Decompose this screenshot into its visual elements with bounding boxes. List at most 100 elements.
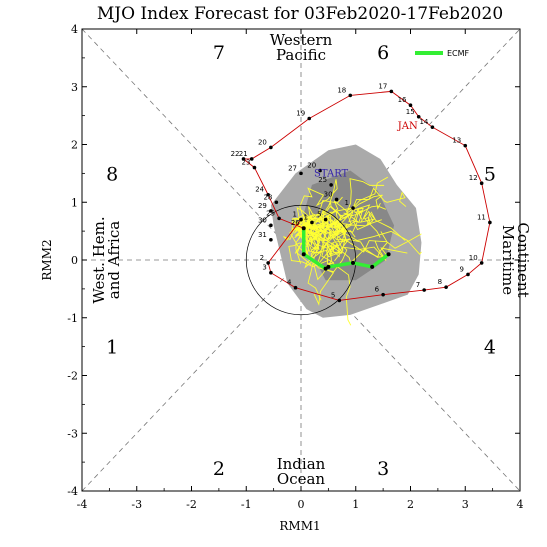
day-label: 11 bbox=[477, 213, 486, 221]
x-tick-label: 4 bbox=[517, 498, 524, 511]
day-label: 21 bbox=[239, 150, 248, 158]
observed-point bbox=[299, 171, 303, 176]
day-label: 13 bbox=[452, 137, 461, 145]
ensemble-member-line bbox=[303, 178, 385, 240]
observed-point bbox=[488, 220, 492, 225]
day-label: 24 bbox=[255, 186, 264, 194]
observed-point bbox=[318, 168, 322, 173]
ensemble-member-line bbox=[289, 227, 387, 273]
day-label: 20 bbox=[307, 161, 316, 169]
day-label: 16 bbox=[398, 96, 407, 104]
observed-point bbox=[241, 157, 246, 161]
chart-title: MJO Index Forecast for 03Feb2020-17Feb20… bbox=[97, 4, 503, 24]
observed-point bbox=[351, 206, 355, 210]
day-label: 22 bbox=[231, 150, 240, 158]
day-label: 18 bbox=[337, 86, 346, 94]
phase-label: 2 bbox=[213, 458, 225, 480]
region-label-top: Western bbox=[270, 31, 333, 49]
observed-point bbox=[430, 125, 435, 129]
y-tick-label: 3 bbox=[71, 81, 78, 94]
y-tick-label: 1 bbox=[71, 196, 78, 209]
observed-point bbox=[479, 261, 484, 265]
day-label: 19 bbox=[296, 110, 305, 118]
observed-point bbox=[252, 165, 257, 170]
month-label: JAN bbox=[397, 121, 418, 132]
phase-label: 8 bbox=[106, 163, 118, 185]
ensemble-member-line bbox=[303, 227, 335, 306]
day-label: 1 bbox=[293, 211, 297, 219]
day-label: 1 bbox=[303, 213, 307, 221]
y-tick-label: -4 bbox=[67, 485, 78, 498]
ensemble-member-line bbox=[288, 217, 329, 268]
phase-label: 5 bbox=[484, 163, 496, 185]
observed-point bbox=[466, 272, 470, 277]
day-label: 25 bbox=[318, 176, 327, 184]
observed-point bbox=[334, 197, 339, 202]
forecast-point bbox=[386, 252, 391, 257]
observed-point bbox=[323, 217, 328, 222]
day-label: 26 bbox=[291, 219, 300, 227]
observed-point bbox=[293, 285, 298, 290]
forecast-point bbox=[301, 252, 306, 257]
day-label: 15 bbox=[406, 108, 415, 116]
observed-point bbox=[422, 288, 426, 292]
day-label: 5 bbox=[317, 211, 321, 219]
observed-point bbox=[299, 217, 303, 222]
region-label-right: Continent bbox=[514, 222, 532, 297]
observed-point bbox=[266, 261, 270, 265]
forecast-point bbox=[326, 264, 331, 269]
x-axis-label: RMM1 bbox=[279, 519, 320, 533]
observed-point bbox=[266, 192, 270, 197]
phase-label: 7 bbox=[213, 42, 225, 64]
day-label: 7 bbox=[416, 281, 420, 289]
observed-point bbox=[249, 157, 254, 161]
y-axis-label: RMM2 bbox=[40, 239, 54, 280]
day-label: 25 bbox=[266, 209, 275, 217]
phase-label: 4 bbox=[484, 337, 496, 359]
day-label: 12 bbox=[469, 174, 478, 182]
x-tick-label: -3 bbox=[131, 498, 142, 511]
forecast-point bbox=[351, 260, 356, 265]
observed-point bbox=[479, 181, 484, 185]
observed-point bbox=[269, 223, 273, 228]
y-tick-label: -1 bbox=[67, 312, 78, 325]
x-tick-label: 3 bbox=[462, 498, 469, 511]
observed-point bbox=[337, 298, 342, 303]
day-label: 8 bbox=[438, 278, 442, 286]
day-label: 29 bbox=[258, 202, 267, 210]
observed-point bbox=[277, 216, 281, 221]
legend-ecmf-label: ECMF bbox=[447, 49, 470, 58]
day-label: 1 bbox=[345, 199, 349, 207]
region-label-left: and Africa bbox=[105, 221, 123, 299]
day-label: 3 bbox=[262, 264, 266, 272]
forecast-point bbox=[370, 264, 375, 269]
observed-point bbox=[463, 143, 468, 148]
y-tick-label: 0 bbox=[71, 254, 78, 267]
ensemble-member-line bbox=[303, 227, 350, 281]
day-label: 27 bbox=[288, 164, 297, 172]
region-label-top: Pacific bbox=[276, 46, 326, 64]
phase-label: 6 bbox=[377, 42, 389, 64]
x-tick-label: 2 bbox=[407, 498, 414, 511]
y-tick-label: 4 bbox=[71, 23, 78, 36]
ensemble-member-line bbox=[303, 225, 408, 258]
y-tick-label: -3 bbox=[67, 427, 78, 440]
month-label: START bbox=[314, 168, 349, 179]
ensemble-member-line bbox=[303, 210, 376, 243]
day-label: 5 bbox=[331, 291, 335, 299]
day-label: 14 bbox=[419, 118, 428, 126]
ensemble-member-line bbox=[294, 205, 361, 239]
region-label-left: West. Hem. bbox=[90, 216, 108, 303]
x-tick-label: -4 bbox=[77, 498, 88, 511]
x-tick-label: -2 bbox=[186, 498, 197, 511]
observed-point bbox=[416, 114, 421, 119]
observed-point bbox=[274, 200, 279, 205]
observed-point bbox=[381, 292, 385, 297]
day-label: 30 bbox=[258, 216, 267, 224]
day-label: 9 bbox=[460, 265, 464, 273]
observed-point bbox=[444, 285, 448, 289]
phase-label: 1 bbox=[106, 337, 118, 359]
day-label: 31 bbox=[258, 231, 267, 239]
day-label: 6 bbox=[375, 286, 380, 294]
